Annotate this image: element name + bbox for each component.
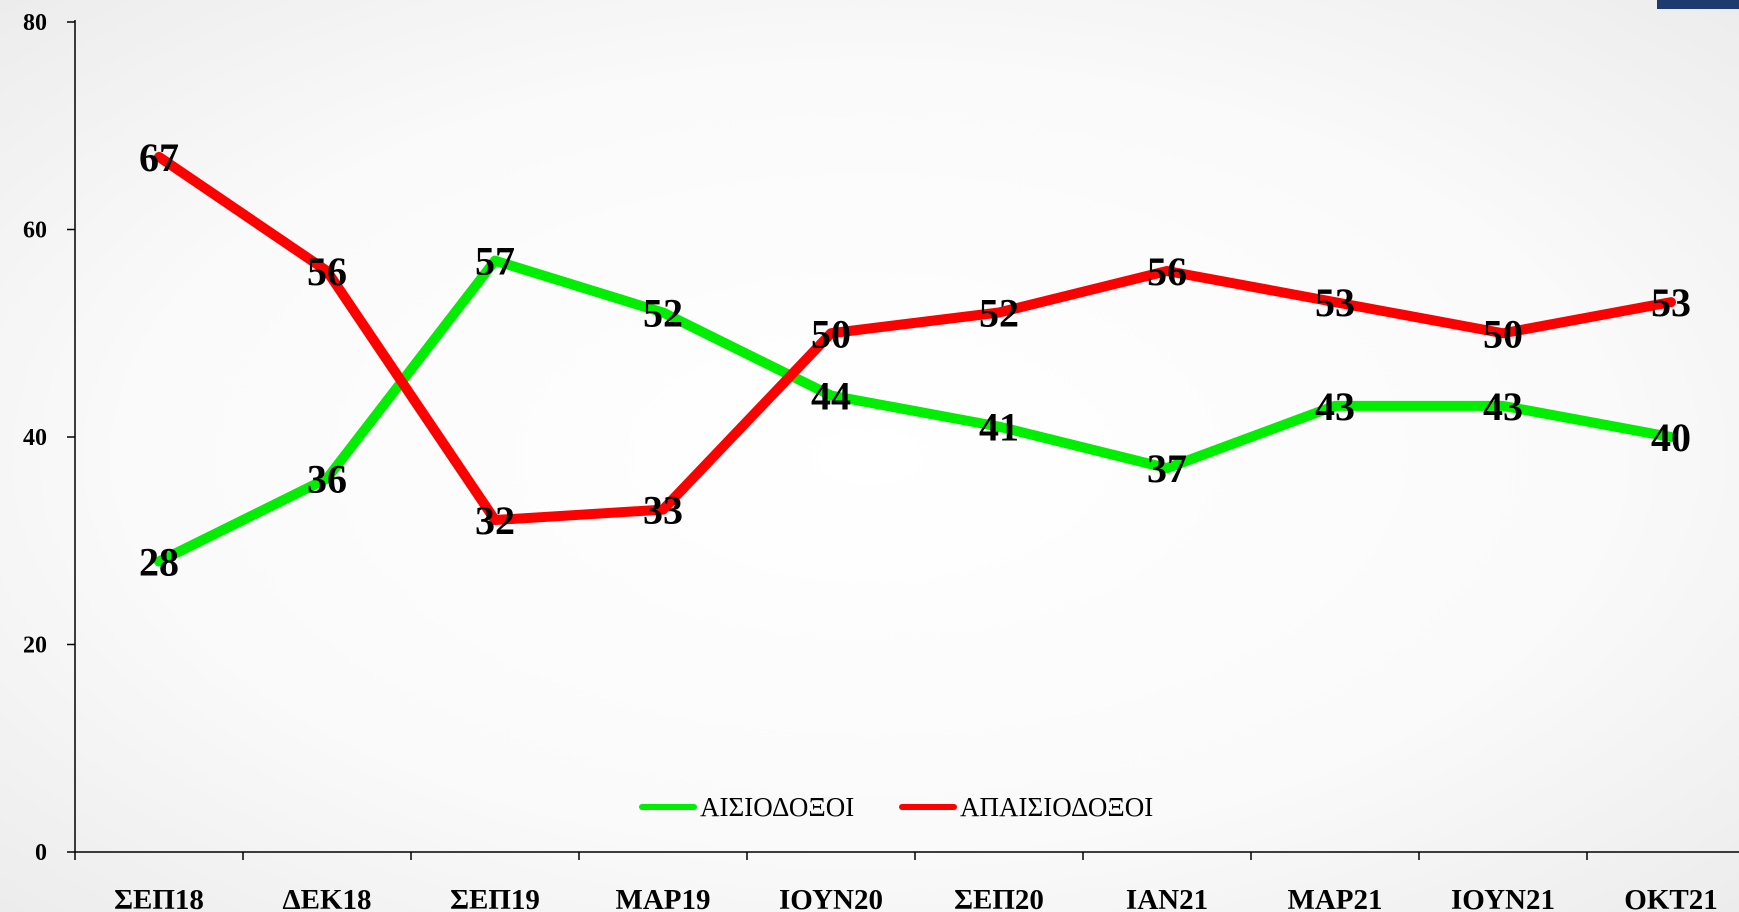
x-tick-label: ΙΟΥΝ21 [1451,884,1555,912]
data-label: 41 [979,405,1019,450]
data-label: 67 [139,135,179,180]
data-label: 50 [811,311,851,356]
data-label: 40 [1651,415,1691,460]
data-label: 57 [475,239,515,284]
data-label: 53 [1651,280,1691,325]
y-tick-label: 80 [23,10,47,36]
legend-label: ΑΠΑΙΣΙΟΔΟΞΟΙ [960,792,1153,822]
data-label: 56 [1147,249,1187,294]
data-label: 52 [979,291,1019,336]
data-label: 44 [811,374,851,419]
data-label: 52 [643,291,683,336]
legend-label: ΑΙΣΙΟΔΟΞΟΙ [700,792,854,822]
y-tick-label: 40 [23,425,47,451]
data-label: 36 [307,457,347,502]
y-tick-label: 20 [23,633,47,659]
data-label: 53 [1315,280,1355,325]
x-tick-label: ΜΑΡ19 [615,884,710,912]
data-label: 56 [307,249,347,294]
data-label: 37 [1147,446,1187,491]
x-tick-label: ΟΚΤ21 [1624,884,1717,912]
x-tick-label: ΙΑΝ21 [1126,884,1208,912]
x-tick-label: ΣΕΠ20 [954,884,1044,912]
y-tick-label: 60 [23,218,47,244]
data-label: 33 [643,488,683,533]
x-tick-label: ΔΕΚ18 [282,884,371,912]
x-tick-label: ΣΕΠ18 [114,884,204,912]
data-label: 32 [475,498,515,543]
series-line-1 [154,255,1676,567]
data-label: 50 [1483,311,1523,356]
data-label: 43 [1483,384,1523,429]
corner-accent-bar [1657,0,1739,9]
data-label: 28 [139,540,179,585]
x-tick-label: ΜΑΡ21 [1287,884,1382,912]
data-label: 43 [1315,384,1355,429]
x-tick-label: ΙΟΥΝ20 [779,884,883,912]
series-line-2 [154,151,1676,525]
y-tick-label: 0 [35,840,47,866]
x-tick-label: ΣΕΠ19 [450,884,540,912]
